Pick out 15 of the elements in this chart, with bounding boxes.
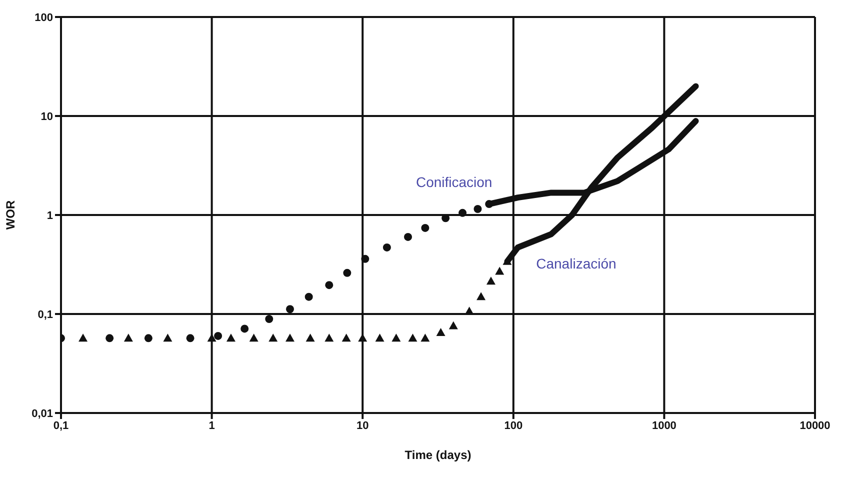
y-tick-label: 10 [40,110,53,123]
x-tick-label: 10000 [800,420,830,432]
x-tick-label: 1000 [652,420,676,432]
y-tick-label: 100 [34,12,53,24]
x-tick-label: 0,1 [53,420,69,432]
series-label: Conificacion [416,174,492,190]
y-axis-title: WOR [3,200,18,230]
x-axis-title: Time (days) [404,448,472,462]
y-tick-label: 0,1 [38,308,53,321]
x-tick-label: 10 [356,420,369,432]
series-label: Canalización [536,255,616,272]
x-tick-label: 100 [504,420,523,432]
x-tick-label: 1 [208,420,215,432]
y-tick-label: 0,01 [32,408,53,420]
y-tick-label: 1 [46,210,53,222]
